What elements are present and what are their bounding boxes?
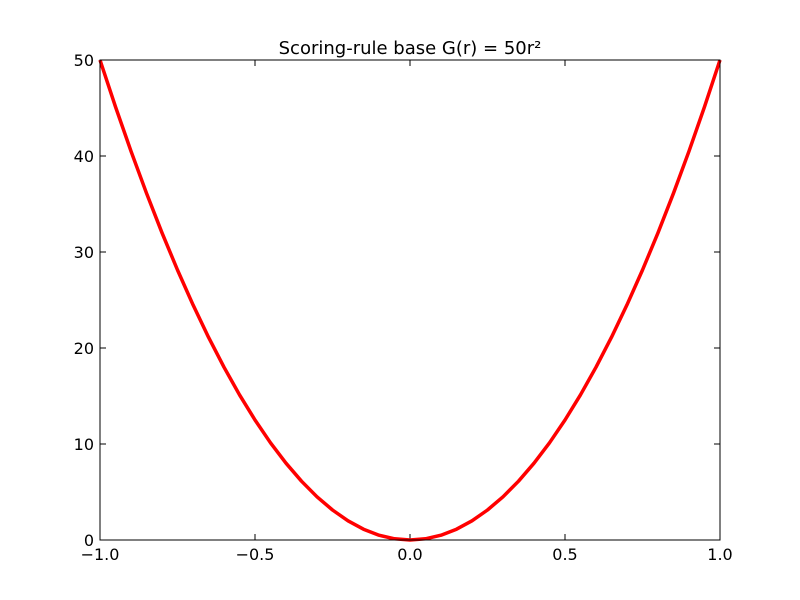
- chart-title: Scoring-rule base G(r) = 50r²: [279, 38, 542, 59]
- y-tick-label: 50: [74, 51, 94, 70]
- y-tick-label: 40: [74, 147, 94, 166]
- x-tick-label: 1.0: [707, 545, 732, 564]
- y-tick-label: 10: [74, 435, 94, 454]
- y-tick-label: 20: [74, 339, 94, 358]
- x-tick-label: 0.5: [552, 545, 577, 564]
- x-tick-label: 0.0: [397, 545, 422, 564]
- x-tick-label: −0.5: [236, 545, 275, 564]
- plot-frame: [99, 59, 721, 541]
- y-tick-label: 30: [74, 243, 94, 262]
- x-tick-label: −1.0: [81, 545, 120, 564]
- y-tick-label: 0: [84, 531, 94, 550]
